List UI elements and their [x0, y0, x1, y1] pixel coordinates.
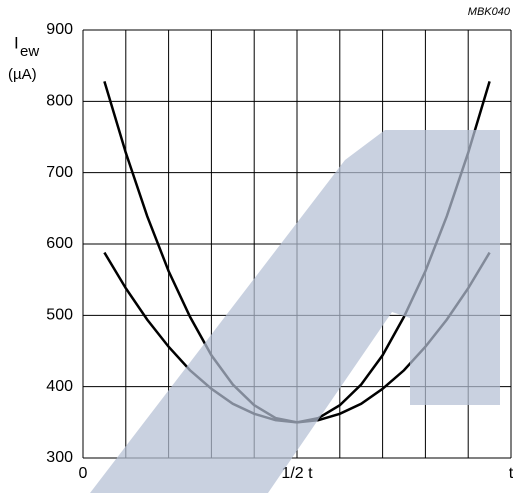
y-axis-label: I: [14, 33, 19, 52]
y-tick-label: 700: [46, 164, 73, 181]
watermark: [90, 130, 500, 493]
y-tick-label: 800: [46, 93, 73, 110]
x-tick-label: 1/2 t: [281, 465, 313, 482]
x-tick-label: 0: [79, 465, 88, 482]
y-axis-unit: (µA): [8, 66, 37, 83]
x-axis-label: time: [376, 477, 404, 493]
x-tick-label: t: [509, 465, 513, 482]
y-tick-label: 300: [46, 449, 73, 466]
y-tick-label: 500: [46, 307, 73, 324]
y-tick-label: 600: [46, 235, 73, 252]
y-tick-label: 900: [46, 21, 73, 38]
y-axis-label-sub: ew: [20, 43, 39, 60]
y-tick-label: 400: [46, 378, 73, 395]
figure-code: MBK040: [468, 6, 511, 18]
